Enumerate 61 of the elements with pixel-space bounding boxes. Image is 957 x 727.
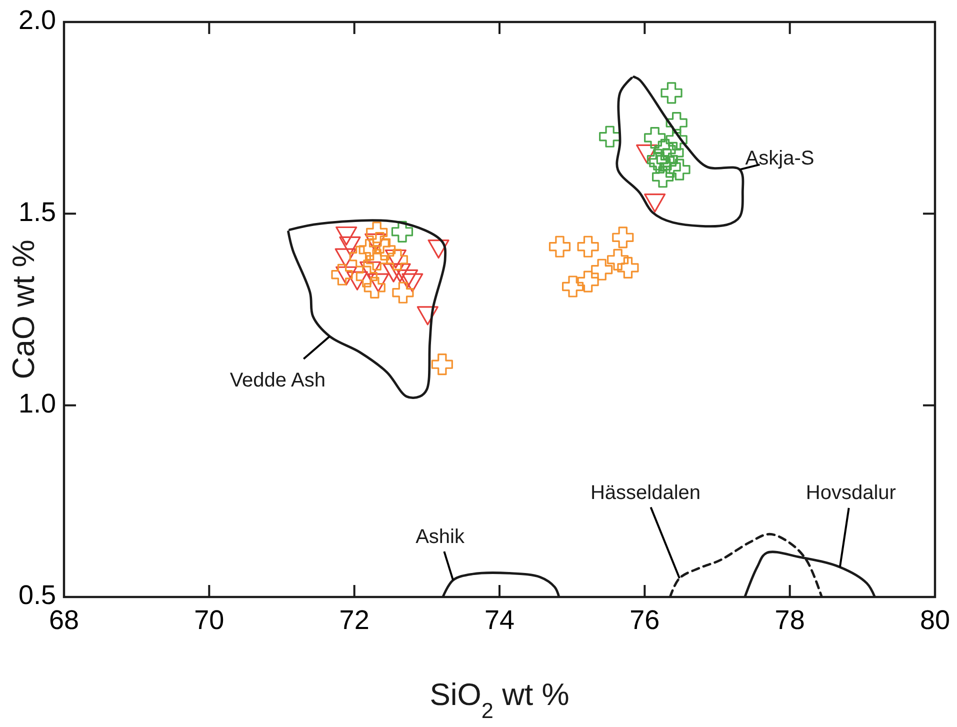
point (368, 232, 391, 254)
point (367, 273, 390, 292)
point (358, 238, 380, 260)
point (548, 236, 571, 258)
point (331, 264, 353, 286)
point (599, 126, 621, 148)
annotation: Ashik (416, 526, 466, 548)
point (607, 248, 629, 270)
annotation: Hässeldalen (590, 482, 701, 504)
point (591, 258, 613, 280)
point (577, 270, 599, 292)
annotation: Vedde Ash (230, 370, 326, 392)
point (402, 273, 424, 292)
point (562, 276, 584, 298)
point (334, 248, 356, 268)
y-tick-label: 1.0 (18, 388, 56, 418)
point (382, 263, 404, 282)
x-tick-label: 80 (920, 605, 950, 635)
x-tick-label: 78 (774, 605, 805, 635)
point (652, 166, 674, 188)
y-axis-title: CaO wt % (6, 240, 42, 380)
x-tick-label: 76 (630, 605, 660, 635)
point (356, 266, 378, 288)
annotation: Hovsdalur (806, 482, 896, 504)
annotation: Askja-S (745, 148, 814, 170)
point (349, 246, 371, 268)
y-tick-label: 2.0 (18, 5, 56, 36)
point (391, 220, 414, 242)
point (346, 271, 368, 290)
point (374, 238, 396, 260)
point (660, 82, 682, 104)
point (366, 248, 388, 270)
point (644, 193, 666, 213)
point (416, 306, 438, 326)
y-tick-label: 1.5 (18, 196, 56, 227)
point (659, 156, 681, 178)
point (360, 261, 382, 280)
point (654, 138, 676, 160)
x-axis-title: SiO$_{2}$ wt % (430, 677, 570, 722)
point (389, 263, 411, 282)
point (336, 226, 358, 246)
point (666, 128, 688, 150)
point (392, 282, 414, 304)
x-tick-label: 70 (194, 605, 224, 635)
point (339, 236, 361, 256)
point (668, 158, 690, 180)
point (396, 269, 418, 288)
point (666, 112, 688, 134)
point (366, 222, 388, 244)
x-tick-label: 72 (339, 605, 370, 635)
point (364, 233, 386, 252)
x-tick-label: 74 (484, 605, 515, 635)
point (617, 256, 639, 279)
point (577, 236, 599, 258)
point (364, 276, 386, 298)
point (431, 354, 453, 376)
point (644, 126, 666, 149)
point (612, 226, 634, 248)
point (636, 144, 658, 164)
point (336, 266, 358, 286)
point (428, 239, 450, 259)
